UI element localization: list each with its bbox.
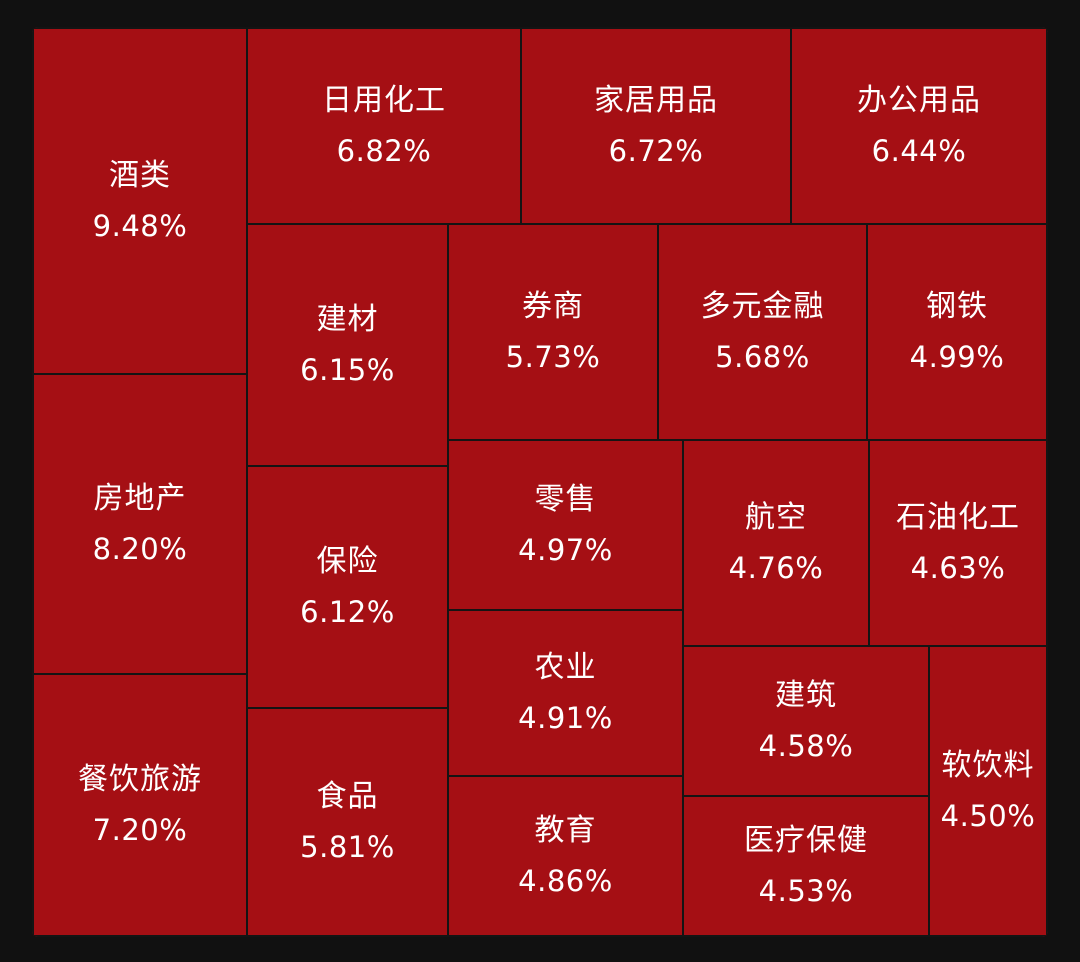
tile-value: 5.81%	[300, 830, 395, 864]
treemap-tile[interactable]: 农业 4.91%	[447, 609, 684, 777]
treemap-tile[interactable]: 房地产 8.20%	[32, 373, 248, 675]
tile-value: 6.15%	[300, 353, 395, 387]
treemap-tile[interactable]: 航空 4.76%	[682, 439, 870, 647]
treemap-tile[interactable]: 教育 4.86%	[447, 775, 684, 937]
tile-value: 9.48%	[92, 209, 188, 243]
tile-value: 8.20%	[92, 532, 188, 566]
treemap-tile[interactable]: 酒类 9.48%	[32, 27, 248, 375]
tile-name: 餐饮旅游	[78, 762, 202, 797]
treemap-tile[interactable]: 石油化工 4.63%	[868, 439, 1048, 647]
tile-name: 教育	[534, 813, 597, 848]
tile-name: 农业	[534, 650, 597, 685]
tile-name: 券商	[522, 289, 584, 324]
tile-value: 6.12%	[300, 595, 395, 629]
treemap-tile[interactable]: 日用化工 6.82%	[246, 27, 522, 225]
tile-name: 航空	[745, 500, 807, 535]
tile-value: 4.76%	[728, 551, 824, 585]
tile-value: 6.72%	[608, 134, 704, 168]
treemap-tile[interactable]: 多元金融 5.68%	[657, 223, 868, 441]
tile-name: 零售	[534, 482, 597, 517]
tile-name: 保险	[316, 544, 379, 579]
tile-name: 酒类	[109, 158, 171, 193]
treemap-tile[interactable]: 软饮料 4.50%	[928, 645, 1048, 937]
treemap-tile[interactable]: 券商 5.73%	[447, 223, 659, 441]
tile-name: 石油化工	[896, 500, 1020, 535]
treemap-tile[interactable]: 建材 6.15%	[246, 223, 449, 467]
treemap-tile[interactable]: 零售 4.97%	[447, 439, 684, 611]
tile-name: 建材	[316, 302, 379, 337]
treemap-tile[interactable]: 建筑 4.58%	[682, 645, 930, 797]
tile-name: 食品	[316, 779, 379, 814]
treemap-tile[interactable]: 医疗保健 4.53%	[682, 795, 930, 937]
tile-name: 办公用品	[857, 83, 981, 118]
tile-name: 多元金融	[700, 289, 825, 324]
tile-name: 医疗保健	[744, 823, 868, 858]
tile-value: 4.91%	[518, 701, 613, 735]
tile-value: 7.20%	[92, 813, 188, 847]
tile-value: 4.86%	[518, 864, 613, 898]
tile-name: 房地产	[93, 481, 187, 516]
treemap-tile[interactable]: 钢铁 4.99%	[866, 223, 1048, 441]
treemap-chart: 酒类 9.48% 房地产 8.20% 餐饮旅游 7.20% 日用化工 6.82% 家居用品 6.7…	[32, 27, 1048, 937]
tile-name: 钢铁	[926, 289, 988, 324]
tile-value: 4.63%	[910, 551, 1006, 585]
tile-name: 家居用品	[594, 83, 718, 118]
tile-value: 4.50%	[940, 799, 1036, 833]
tile-name: 建筑	[775, 678, 837, 713]
tile-value: 5.73%	[505, 340, 601, 374]
treemap-tile[interactable]: 食品 5.81%	[246, 707, 449, 937]
treemap-tile[interactable]: 餐饮旅游 7.20%	[32, 673, 248, 937]
tile-value: 4.97%	[518, 533, 613, 567]
tile-name: 日用化工	[322, 83, 446, 118]
tile-value: 6.44%	[871, 134, 967, 168]
tile-value: 5.68%	[715, 340, 810, 374]
treemap-tile[interactable]: 保险 6.12%	[246, 465, 449, 709]
tile-value: 4.99%	[909, 340, 1005, 374]
tile-value: 4.58%	[758, 729, 854, 763]
tile-name: 软饮料	[941, 748, 1035, 783]
tile-value: 4.53%	[758, 874, 854, 908]
treemap-tile[interactable]: 办公用品 6.44%	[790, 27, 1048, 225]
tile-value: 6.82%	[336, 134, 432, 168]
treemap-tile[interactable]: 家居用品 6.72%	[520, 27, 792, 225]
